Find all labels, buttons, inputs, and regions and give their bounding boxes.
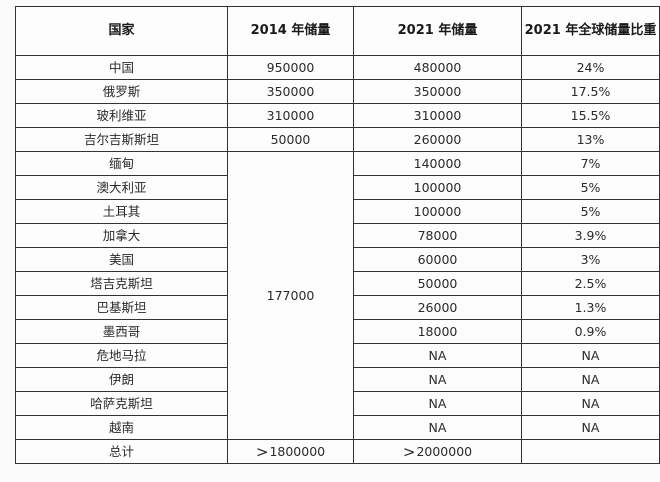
country-cell: 俄罗斯 xyxy=(15,79,228,104)
total-reserves-2021-value: 2000000 xyxy=(416,443,473,459)
share-2021-cell: NA xyxy=(521,391,660,416)
table-row: 伊朗 NA NA xyxy=(15,367,660,392)
share-2021-cell: NA xyxy=(521,343,660,368)
reserves-2021-cell: 50000 xyxy=(353,271,522,296)
reserves-2021-cell: NA xyxy=(353,415,522,440)
table-row: 危地马拉 NA NA xyxy=(15,343,660,368)
total-reserves-2014-value: 1800000 xyxy=(269,443,326,459)
table-row: 美国 60000 3% xyxy=(15,247,660,272)
country-cell: 玻利维亚 xyxy=(15,103,228,128)
table-row: 俄罗斯 350000 350000 17.5% xyxy=(15,79,660,104)
table-row: 中国 950000 480000 24% xyxy=(15,55,660,80)
total-label-cell: 总计 xyxy=(15,439,228,464)
header-country: 国家 xyxy=(15,6,228,56)
share-2021-cell: 24% xyxy=(521,55,660,80)
reserves-2021-cell: 78000 xyxy=(353,223,522,248)
reserves-2021-cell: 18000 xyxy=(353,319,522,344)
table-row: 土耳其 100000 5% xyxy=(15,199,660,224)
reserves-2014-cell: 950000 xyxy=(227,55,354,80)
share-2021-cell: 1.3% xyxy=(521,295,660,320)
reserves-2021-cell: 310000 xyxy=(353,103,522,128)
country-cell: 越南 xyxy=(15,415,228,440)
share-2021-cell: 3.9% xyxy=(521,223,660,248)
share-2021-cell: 5% xyxy=(521,199,660,224)
reserves-table: 国家 2014 年储量 2021 年储量 2021 年全球储量比重 中国 950… xyxy=(15,6,660,464)
country-cell: 缅甸 xyxy=(15,151,228,176)
reserves-2014-merged-cell: 177000 xyxy=(227,151,354,440)
share-2021-cell: NA xyxy=(521,415,660,440)
share-2021-cell: NA xyxy=(521,367,660,392)
share-2021-cell: 5% xyxy=(521,175,660,200)
share-2021-cell: 3% xyxy=(521,247,660,272)
reserves-2014-cell: 50000 xyxy=(227,127,354,152)
table-row: 墨西哥 18000 0.9% xyxy=(15,319,660,344)
share-2021-cell: 0.9% xyxy=(521,319,660,344)
reserves-2021-cell: 260000 xyxy=(353,127,522,152)
reserves-2021-cell: NA xyxy=(353,343,522,368)
reserves-2021-cell: 350000 xyxy=(353,79,522,104)
reserves-2014-cell: 350000 xyxy=(227,79,354,104)
reserves-2021-cell: 100000 xyxy=(353,175,522,200)
total-reserves-2021-cell: >2000000 xyxy=(353,439,522,464)
country-cell: 危地马拉 xyxy=(15,343,228,368)
header-reserves-2014: 2014 年储量 xyxy=(227,6,354,56)
country-cell: 哈萨克斯坦 xyxy=(15,391,228,416)
country-cell: 美国 xyxy=(15,247,228,272)
reserves-2014-cell: 310000 xyxy=(227,103,354,128)
header-reserves-2021: 2021 年储量 xyxy=(353,6,522,56)
country-cell: 中国 xyxy=(15,55,228,80)
reserves-2021-cell: 60000 xyxy=(353,247,522,272)
share-2021-cell: 15.5% xyxy=(521,103,660,128)
header-row: 国家 2014 年储量 2021 年储量 2021 年全球储量比重 xyxy=(15,6,660,56)
share-2021-cell: 7% xyxy=(521,151,660,176)
share-2021-cell: 13% xyxy=(521,127,660,152)
reserves-2021-cell: 100000 xyxy=(353,199,522,224)
table-row: 加拿大 78000 3.9% xyxy=(15,223,660,248)
share-2021-cell: 17.5% xyxy=(521,79,660,104)
reserves-2021-cell: NA xyxy=(353,367,522,392)
share-2021-cell: 2.5% xyxy=(521,271,660,296)
total-share-2021-cell xyxy=(521,439,660,464)
reserves-2021-cell: 26000 xyxy=(353,295,522,320)
country-cell: 巴基斯坦 xyxy=(15,295,228,320)
country-cell: 伊朗 xyxy=(15,367,228,392)
table-row: 塔吉克斯坦 50000 2.5% xyxy=(15,271,660,296)
country-cell: 墨西哥 xyxy=(15,319,228,344)
greater-than-symbol: > xyxy=(255,442,269,461)
table-row: 哈萨克斯坦 NA NA xyxy=(15,391,660,416)
reserves-2021-cell: 140000 xyxy=(353,151,522,176)
table-row: 越南 NA NA xyxy=(15,415,660,440)
country-cell: 土耳其 xyxy=(15,199,228,224)
country-cell: 塔吉克斯坦 xyxy=(15,271,228,296)
total-reserves-2014-cell: >1800000 xyxy=(227,439,354,464)
reserves-2021-cell: NA xyxy=(353,391,522,416)
table-row: 巴基斯坦 26000 1.3% xyxy=(15,295,660,320)
table-row: 缅甸 177000 140000 7% xyxy=(15,151,660,440)
country-cell: 澳大利亚 xyxy=(15,175,228,200)
table-row: 吉尔吉斯斯坦 50000 260000 13% xyxy=(15,127,660,152)
total-row: 总计 >1800000 >2000000 xyxy=(15,439,660,464)
greater-than-symbol: > xyxy=(402,442,416,461)
reserves-2021-cell: 480000 xyxy=(353,55,522,80)
table-row: 玻利维亚 310000 310000 15.5% xyxy=(15,103,660,128)
table-row: 澳大利亚 100000 5% xyxy=(15,175,660,200)
header-share-2021: 2021 年全球储量比重 xyxy=(521,6,660,56)
country-cell: 加拿大 xyxy=(15,223,228,248)
country-cell: 吉尔吉斯斯坦 xyxy=(15,127,228,152)
